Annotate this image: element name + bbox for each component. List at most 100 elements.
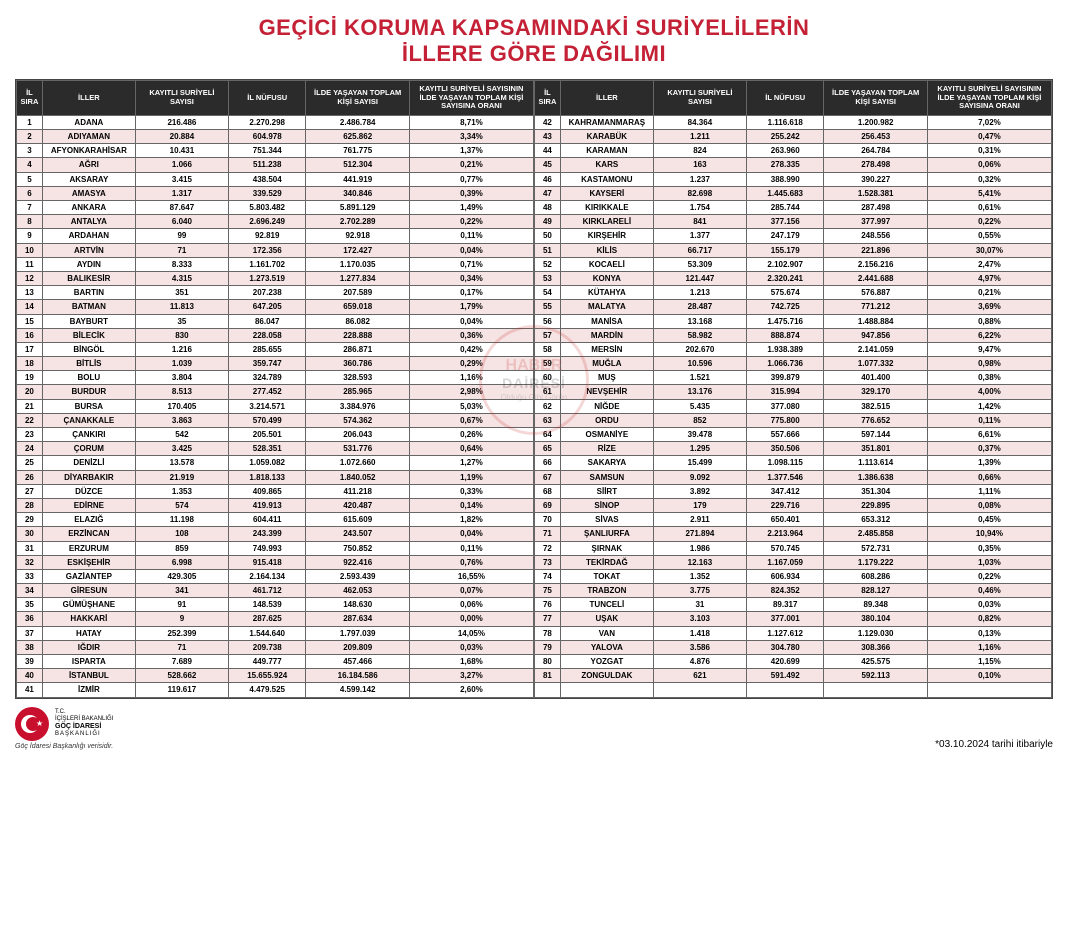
province-cell: ANKARA: [42, 201, 135, 215]
value-cell: 429.305: [135, 569, 228, 583]
table-row: 55MALATYA28.487742.725771.2123,69%: [535, 300, 1052, 314]
value-cell: 0,35%: [927, 541, 1051, 555]
value-cell: 1.127.612: [746, 626, 824, 640]
value-cell: 0,37%: [927, 442, 1051, 456]
value-cell: 31: [17, 541, 43, 555]
table-row: 22ÇANAKKALE3.863570.499574.3620,67%: [17, 413, 534, 427]
value-cell: 9,47%: [927, 342, 1051, 356]
table-row: 34GİRESUN341461.712462.0530,07%: [17, 584, 534, 598]
value-cell: 2.164.134: [228, 569, 306, 583]
province-cell: ÇANAKKALE: [42, 413, 135, 427]
value-cell: 0,04%: [409, 314, 533, 328]
value-cell: 4.876: [653, 655, 746, 669]
table-row: 64OSMANİYE39.478557.666597.1446,61%: [535, 428, 1052, 442]
value-cell: 99: [135, 229, 228, 243]
value-cell: 575.674: [746, 286, 824, 300]
value-cell: 15.499: [653, 456, 746, 470]
value-cell: 0,55%: [927, 229, 1051, 243]
value-cell: 1,37%: [409, 144, 533, 158]
value-cell: 206.043: [306, 428, 409, 442]
value-cell: 66.717: [653, 243, 746, 257]
value-cell: 0,14%: [409, 498, 533, 512]
table-row: 78VAN1.4181.127.6121.129.0300,13%: [535, 626, 1052, 640]
value-cell: 55: [535, 300, 561, 314]
value-cell: 5,03%: [409, 399, 533, 413]
value-cell: 179: [653, 498, 746, 512]
value-cell: 10,94%: [927, 527, 1051, 541]
table-row: 59MUĞLA10.5961.066.7361.077.3320,98%: [535, 357, 1052, 371]
value-cell: 74: [535, 569, 561, 583]
value-cell: 256.453: [824, 130, 927, 144]
value-cell: 1,79%: [409, 300, 533, 314]
value-cell: 0,22%: [927, 569, 1051, 583]
table-row: 20BURDUR8.513277.452285.9652,98%: [17, 385, 534, 399]
value-cell: 79: [535, 640, 561, 654]
table-row: 15BAYBURT3586.04786.0820,04%: [17, 314, 534, 328]
value-cell: 0,00%: [409, 612, 533, 626]
value-cell: 243.399: [228, 527, 306, 541]
province-cell: KİLİS: [560, 243, 653, 257]
empty-cell: [535, 683, 561, 697]
value-cell: 604.411: [228, 513, 306, 527]
value-cell: 72: [535, 541, 561, 555]
province-cell: ARTVİN: [42, 243, 135, 257]
value-cell: 0,36%: [409, 328, 533, 342]
value-cell: 604.978: [228, 130, 306, 144]
value-cell: 54: [535, 286, 561, 300]
province-cell: EDİRNE: [42, 498, 135, 512]
value-cell: 3,34%: [409, 130, 533, 144]
value-cell: 58: [535, 342, 561, 356]
value-cell: 420.699: [746, 655, 824, 669]
province-cell: İZMİR: [42, 683, 135, 697]
value-cell: 42: [535, 115, 561, 129]
table-row: 71ŞANLIURFA271.8942.213.9642.485.85810,9…: [535, 527, 1052, 541]
value-cell: 0,17%: [409, 286, 533, 300]
value-cell: 78: [535, 626, 561, 640]
value-cell: 6: [17, 186, 43, 200]
value-cell: 63: [535, 413, 561, 427]
value-cell: 572.731: [824, 541, 927, 555]
value-cell: 531.776: [306, 442, 409, 456]
value-cell: 3,69%: [927, 300, 1051, 314]
value-cell: 1.039: [135, 357, 228, 371]
value-cell: 922.416: [306, 555, 409, 569]
value-cell: 1,27%: [409, 456, 533, 470]
table-row: 21BURSA170.4053.214.5713.384.9765,03%: [17, 399, 534, 413]
value-cell: 287.625: [228, 612, 306, 626]
value-cell: 255.242: [746, 130, 824, 144]
value-cell: 2.141.059: [824, 342, 927, 356]
page-title-block: GEÇİCİ KORUMA KAPSAMINDAKİ SURİYELİLERİN…: [15, 15, 1053, 67]
column-header: KAYITLI SURİYELİ SAYISININ İLDE YAŞAYAN …: [409, 81, 533, 116]
table-row: 11AYDIN8.3331.161.7021.170.0350,71%: [17, 257, 534, 271]
table-row: 17BİNGÖL1.216285.655286.8710,42%: [17, 342, 534, 356]
value-cell: 285.965: [306, 385, 409, 399]
province-cell: NEVŞEHİR: [560, 385, 653, 399]
province-cell: KOCAELİ: [560, 257, 653, 271]
province-cell: ERZİNCAN: [42, 527, 135, 541]
value-cell: 750.852: [306, 541, 409, 555]
value-cell: 1,03%: [927, 555, 1051, 569]
table-row: 9ARDAHAN9992.81992.9180,11%: [17, 229, 534, 243]
value-cell: 52: [535, 257, 561, 271]
value-cell: 285.655: [228, 342, 306, 356]
province-cell: KARS: [560, 158, 653, 172]
table-row: 56MANİSA13.1681.475.7161.488.8840,88%: [535, 314, 1052, 328]
value-cell: 229.895: [824, 498, 927, 512]
value-cell: 2,47%: [927, 257, 1051, 271]
province-cell: KONYA: [560, 271, 653, 285]
value-cell: 2: [17, 130, 43, 144]
value-cell: 341: [135, 584, 228, 598]
province-cell: OSMANİYE: [560, 428, 653, 442]
value-cell: 3,27%: [409, 669, 533, 683]
value-cell: 263.960: [746, 144, 824, 158]
province-cell: BİTLİS: [42, 357, 135, 371]
table-row: 32ESKİŞEHİR6.998915.418922.4160,76%: [17, 555, 534, 569]
value-cell: 859: [135, 541, 228, 555]
value-cell: 9.092: [653, 470, 746, 484]
table-row: 61NEVŞEHİR13.176315.994329.1704,00%: [535, 385, 1052, 399]
table-row: 23ÇANKIRI542205.501206.0430,26%: [17, 428, 534, 442]
table-row: 38IĞDIR71209.738209.8090,03%: [17, 640, 534, 654]
table-row: 13BARTIN351207.238207.5890,17%: [17, 286, 534, 300]
value-cell: 2.441.688: [824, 271, 927, 285]
date-note: *03.10.2024 tarihi itibariyle: [935, 739, 1053, 750]
